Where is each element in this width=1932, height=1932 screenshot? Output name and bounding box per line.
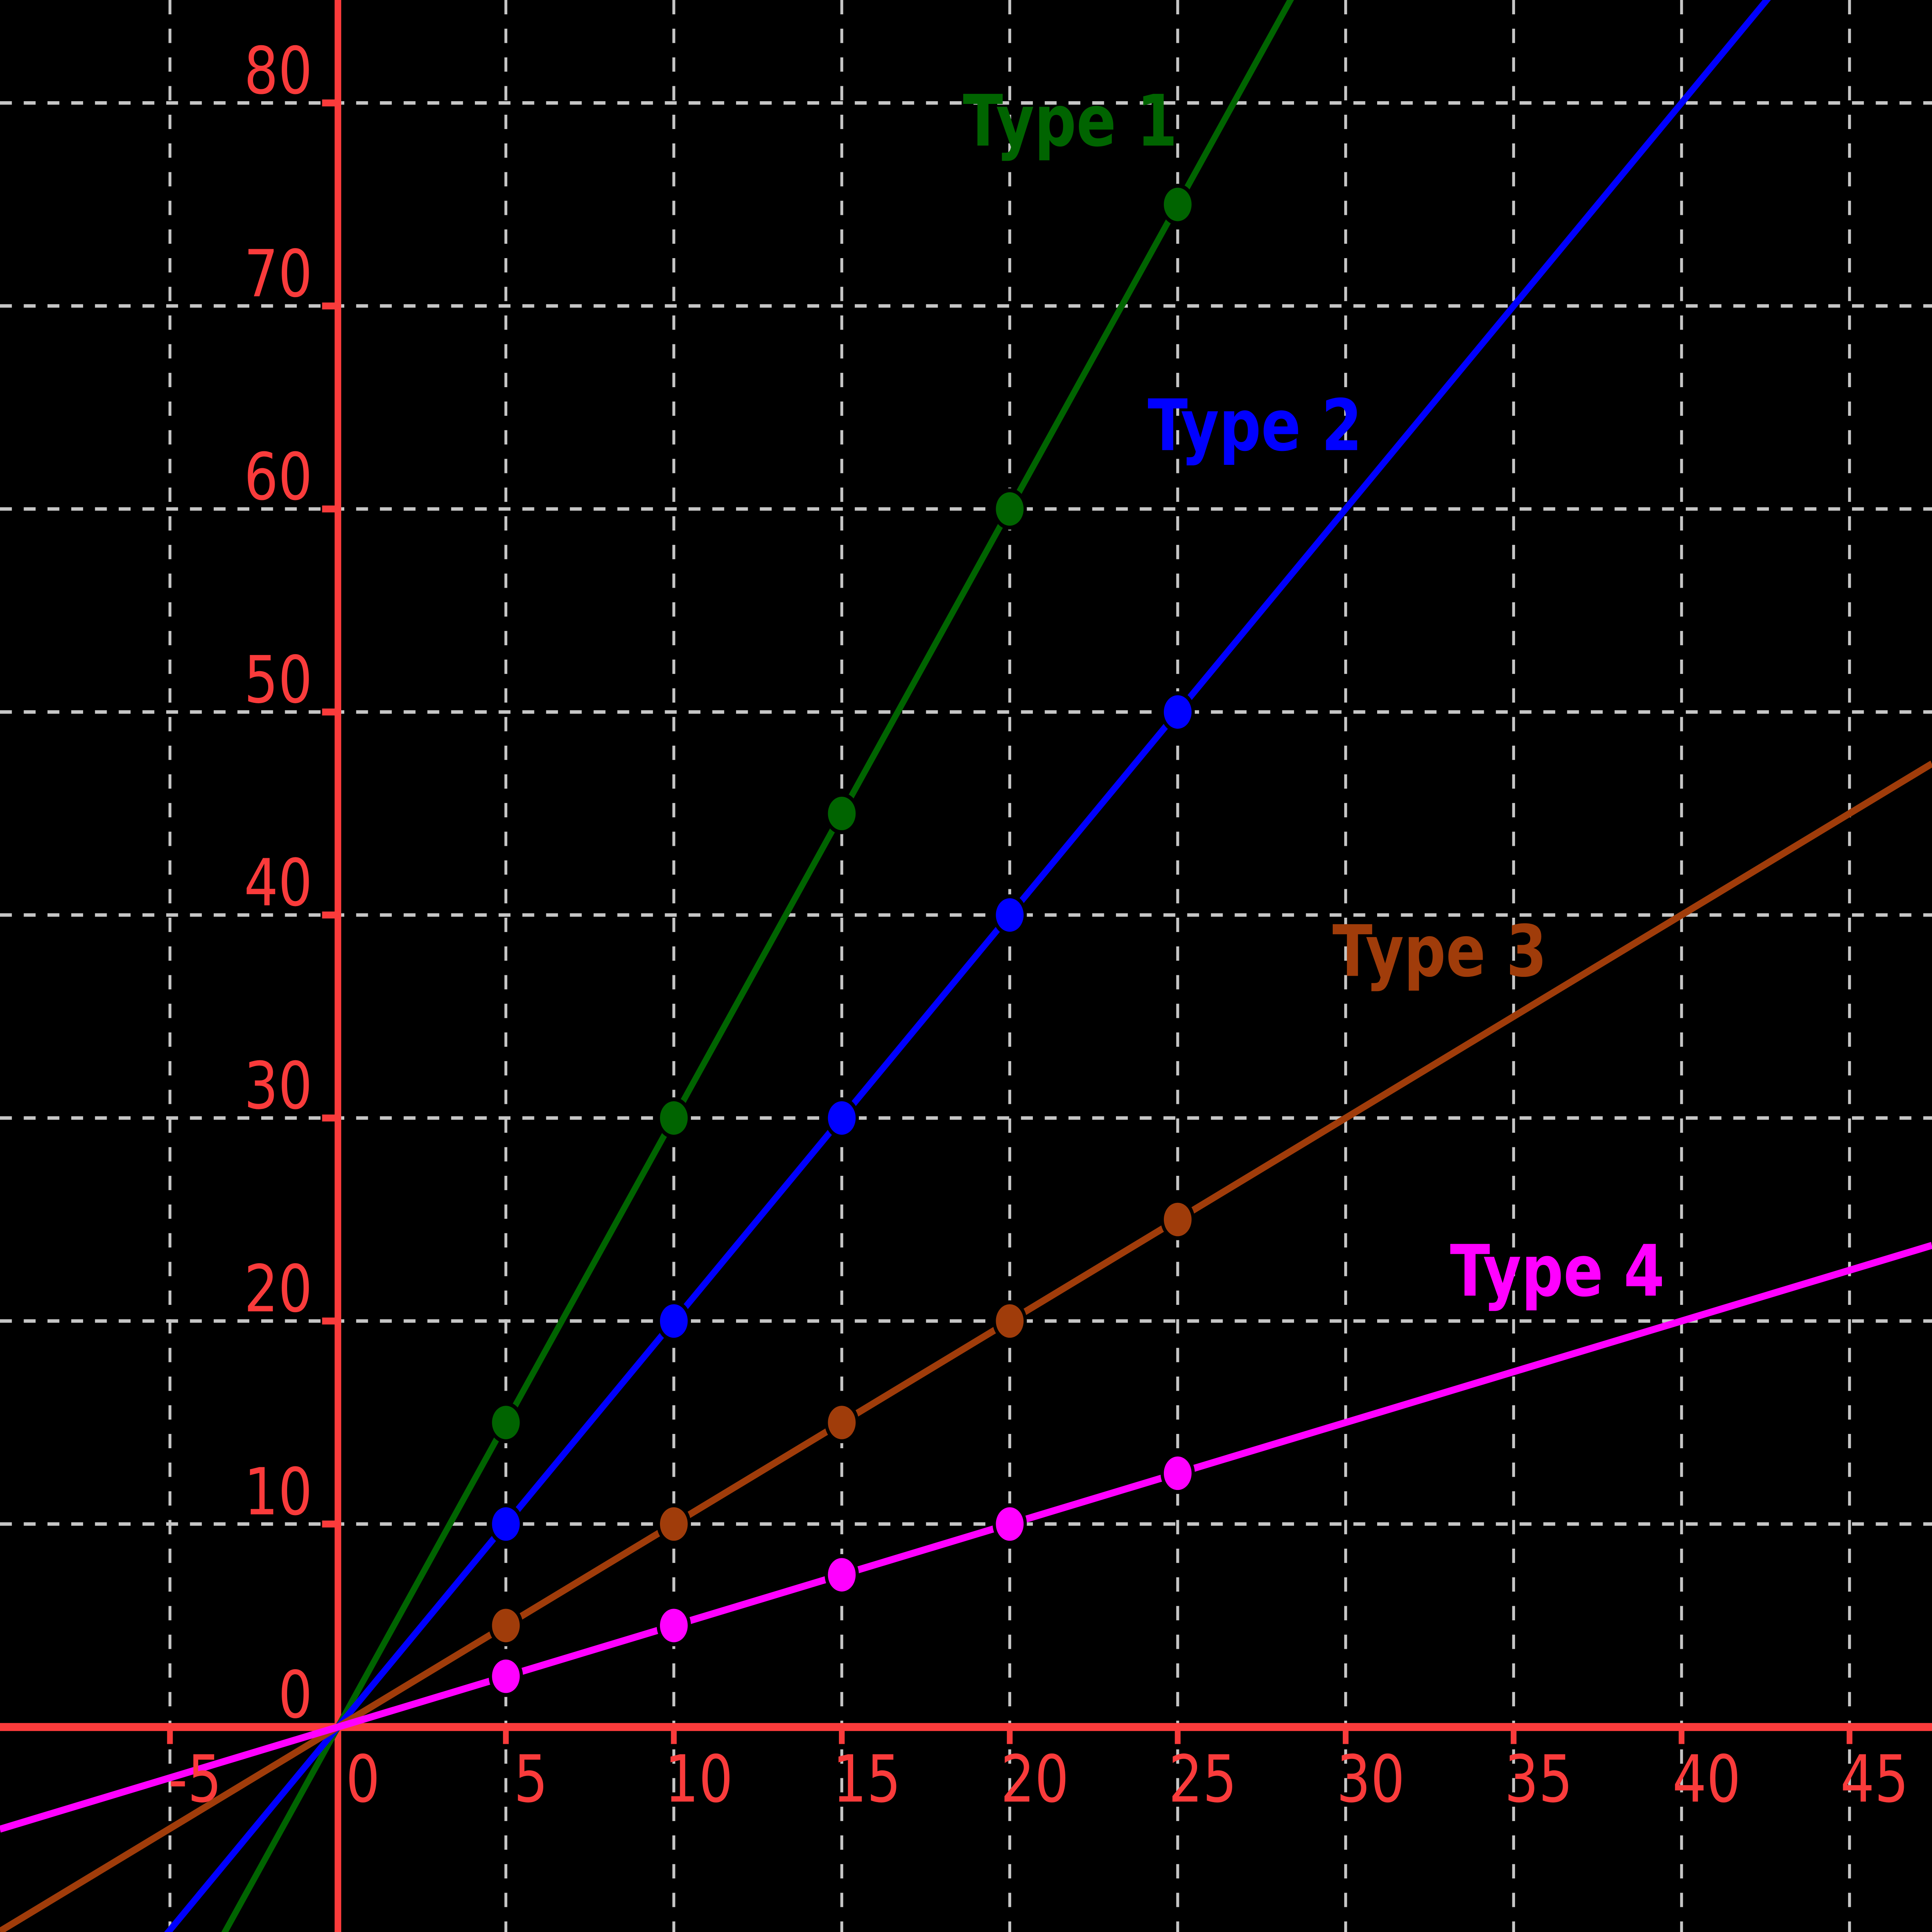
data-point [656, 1300, 691, 1342]
y-tick-label: 60 [244, 440, 313, 515]
x-tick-label: 40 [1672, 1742, 1741, 1817]
ticks-layer [167, 99, 1852, 1744]
y-tick-label: 80 [244, 34, 313, 109]
data-point [656, 1605, 691, 1646]
series-line [0, 760, 1932, 1932]
data-point [488, 1605, 523, 1646]
data-point [992, 894, 1027, 936]
x-tick-label: 30 [1337, 1742, 1405, 1817]
tick-labels-layer: -5 0 5 10 15 20 25 30 35 40 45 0 10 20 30 40 50 60 70 80 [168, 34, 1909, 1817]
x-tick-label: 5 [514, 1742, 548, 1817]
series-line [0, 1242, 1932, 1833]
x-tick-label: 25 [1168, 1742, 1237, 1817]
data-point [825, 793, 859, 834]
data-point [1160, 1199, 1195, 1240]
x-tick-label: 10 [665, 1742, 733, 1817]
data-point [488, 1401, 523, 1443]
y-tick-label: 50 [244, 643, 313, 718]
x-tick-label: -5 [168, 1742, 222, 1817]
data-point [992, 1300, 1027, 1342]
data-point [825, 1097, 859, 1139]
data-point [1160, 1452, 1195, 1494]
x-tick-label: 0 [346, 1742, 380, 1817]
data-point [488, 1655, 523, 1697]
series-label: Type 3 [1332, 910, 1547, 993]
data-point [1160, 184, 1195, 225]
data-point [656, 1503, 691, 1545]
x-tick-label: 45 [1840, 1742, 1909, 1817]
y-tick-label: 20 [244, 1252, 313, 1327]
x-tick-label: 20 [1000, 1742, 1069, 1817]
data-point [488, 1503, 523, 1545]
data-point [992, 1503, 1027, 1545]
x-tick-label: 15 [833, 1742, 901, 1817]
series-label: Type 4 [1450, 1230, 1665, 1313]
data-point [656, 1097, 691, 1139]
markers-layer [488, 184, 1195, 1697]
data-point [825, 1554, 859, 1596]
data-point [992, 488, 1027, 530]
data-point [825, 1401, 859, 1443]
series-label: Type 2 [1148, 384, 1362, 467]
y-tick-label: 10 [244, 1454, 313, 1530]
data-point [1160, 691, 1195, 733]
y-tick-label: 0 [278, 1658, 312, 1733]
series-label: Type 1 [963, 80, 1177, 163]
y-tick-label: 30 [244, 1049, 313, 1124]
y-tick-label: 70 [244, 236, 313, 312]
x-tick-label: 35 [1504, 1742, 1573, 1817]
y-tick-label: 40 [244, 845, 313, 921]
series-labels-layer: Type 1 Type 2 Type 3 Type 4 [963, 80, 1665, 1313]
